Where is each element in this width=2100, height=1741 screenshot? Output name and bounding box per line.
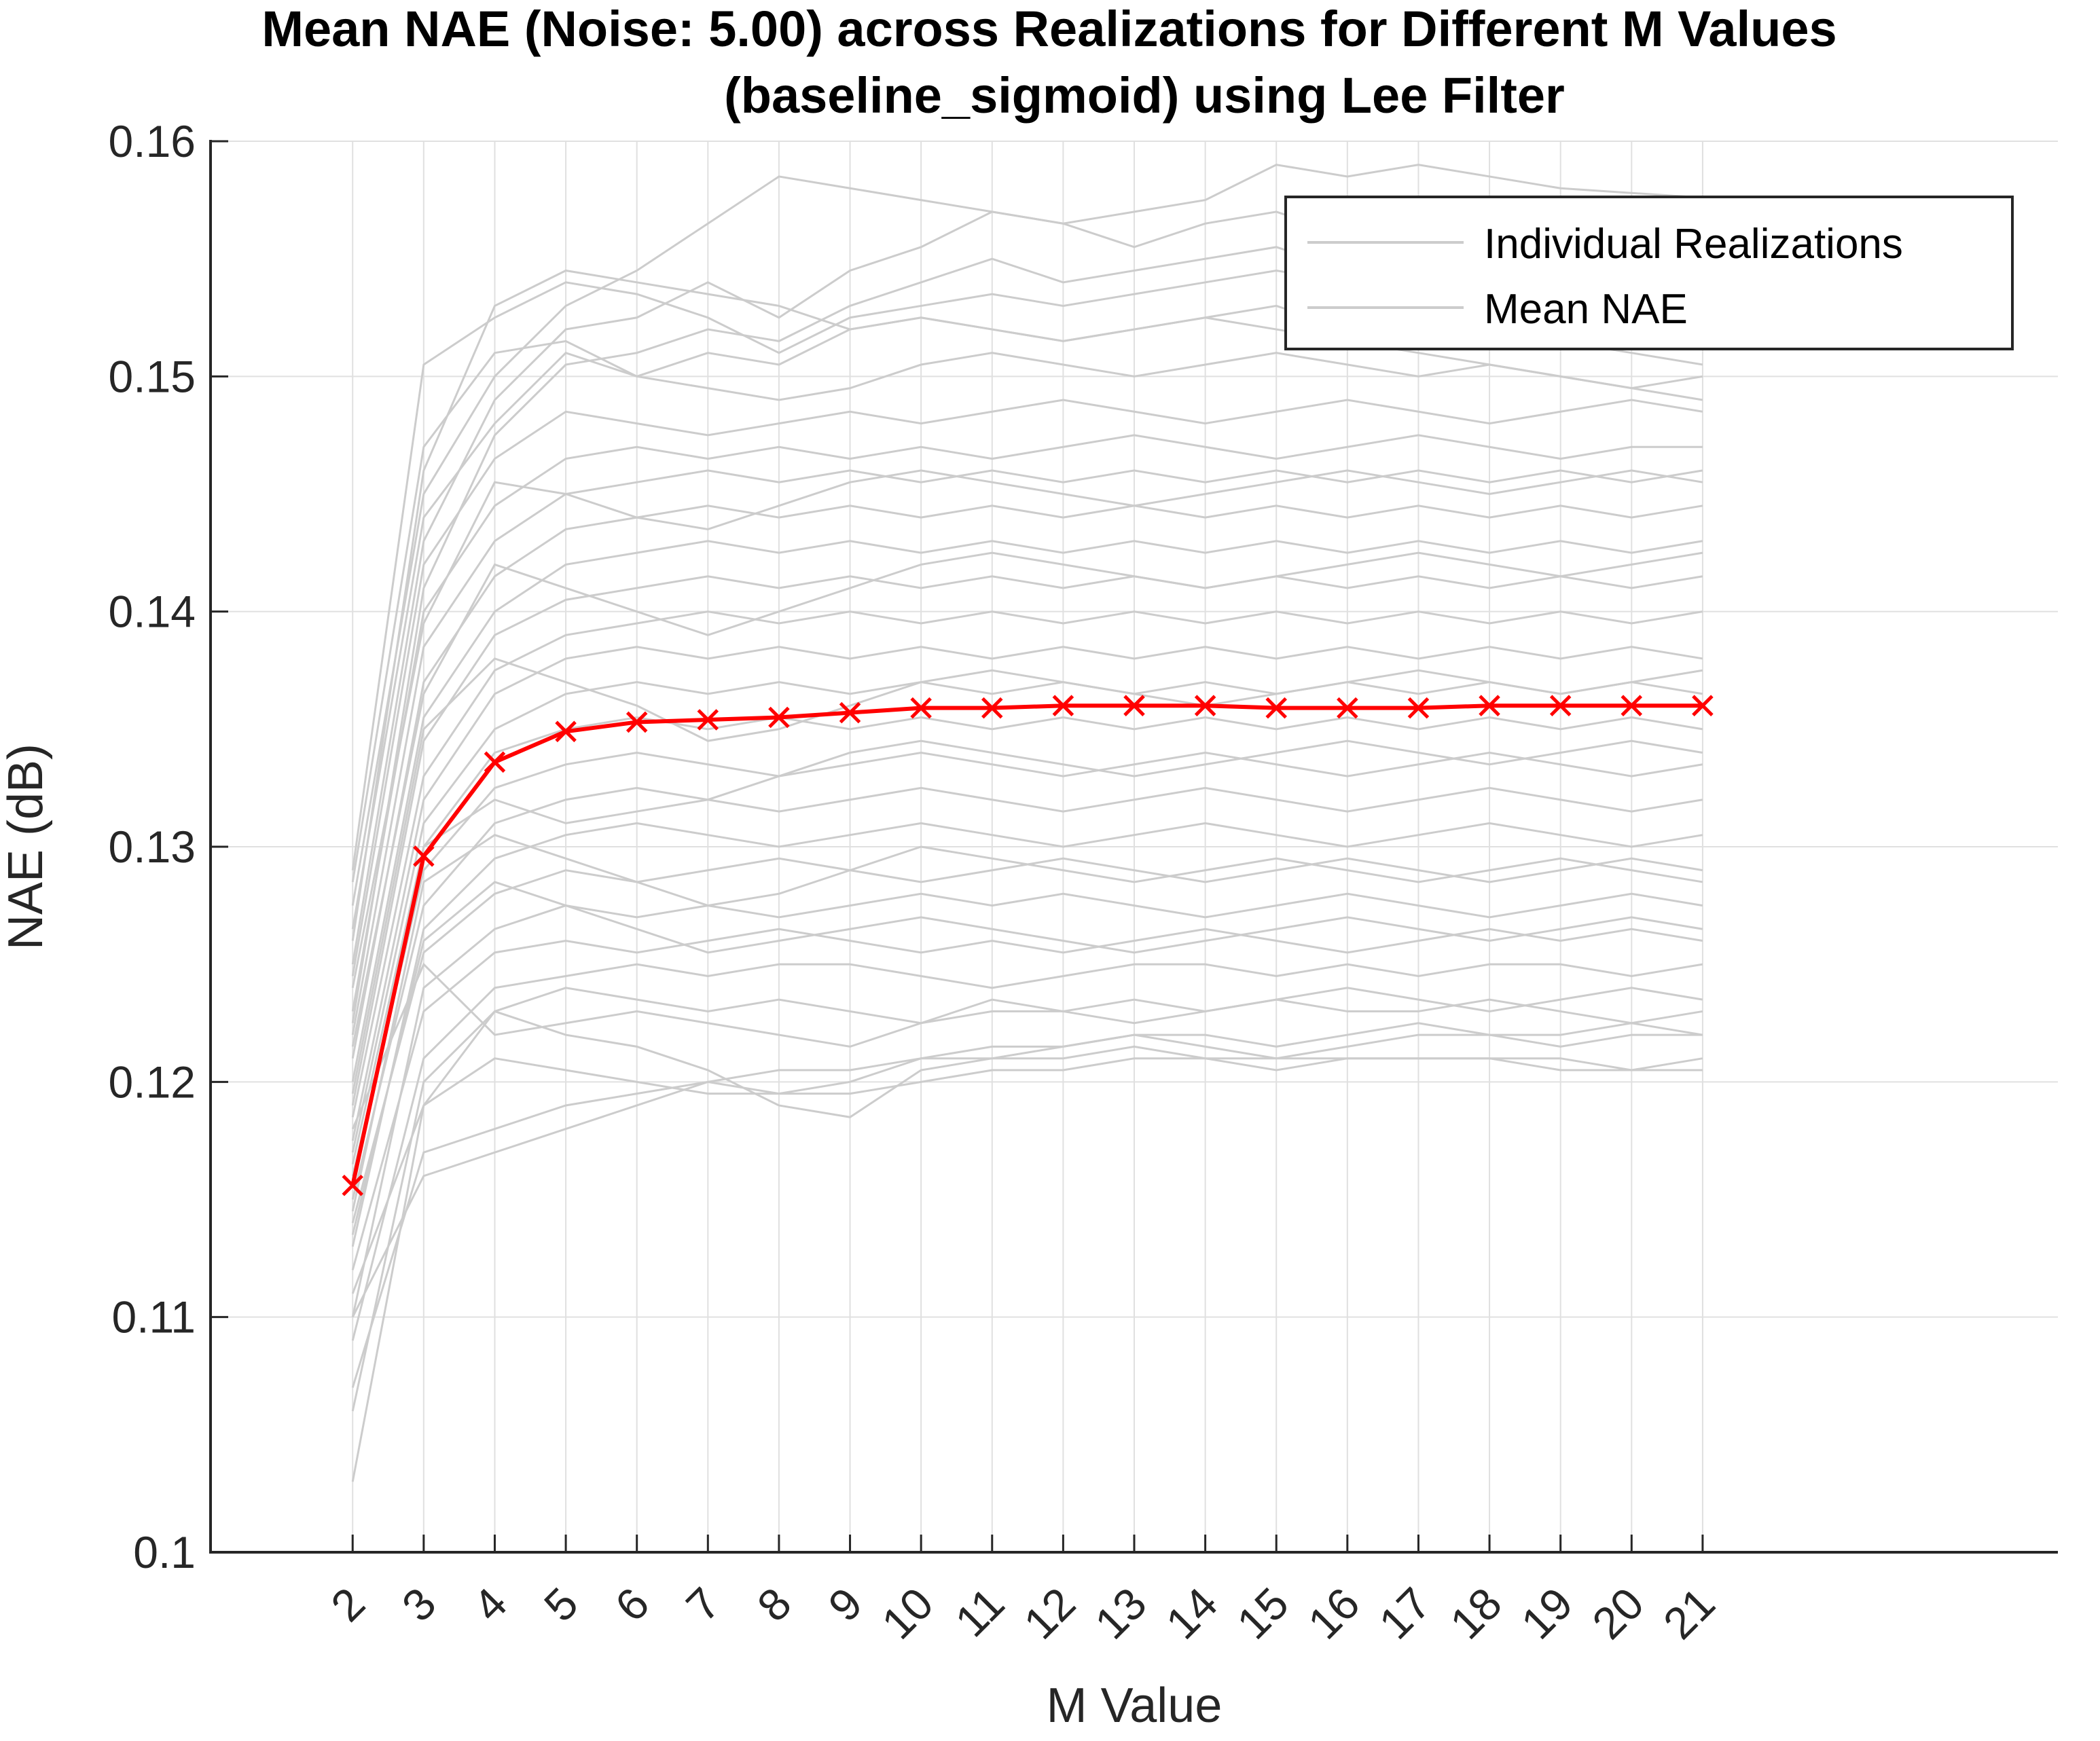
realization-line bbox=[351, 399, 1703, 976]
legend-box bbox=[1284, 196, 2014, 350]
mean-nae-marker bbox=[626, 711, 648, 733]
realization-line bbox=[351, 551, 1703, 1047]
legend: Individual Realizations Mean NAE bbox=[1284, 196, 2014, 350]
mean-nae-marker bbox=[768, 706, 790, 729]
mean-nae-marker bbox=[1337, 697, 1358, 719]
realization-line bbox=[351, 1057, 1703, 1389]
mean-nae-marker bbox=[1621, 695, 1643, 716]
mean-nae-marker bbox=[1692, 695, 1714, 716]
mean-nae-marker bbox=[484, 751, 506, 773]
realization-line bbox=[351, 469, 1703, 989]
realization-line bbox=[351, 987, 1703, 1412]
mean-nae-marker bbox=[1549, 695, 1572, 716]
realization-line bbox=[351, 469, 1703, 1036]
realization-line bbox=[351, 928, 1703, 1270]
realization-line bbox=[351, 575, 1703, 1106]
realization-line bbox=[351, 657, 1703, 1094]
y-tick-label: 0.14 bbox=[109, 587, 196, 637]
y-tick-label: 0.11 bbox=[111, 1292, 196, 1342]
mean-nae-line bbox=[350, 703, 1703, 1186]
mean-nae-series bbox=[342, 695, 1714, 1196]
legend-mean-label: Mean NAE bbox=[1484, 286, 1688, 333]
mean-nae-marker bbox=[1123, 695, 1145, 716]
realization-line bbox=[351, 881, 1703, 1235]
y-tick-labels: 0.1 0.11 0.12 0.13 0.14 0.15 0.16 bbox=[109, 116, 196, 1577]
mean-nae-marker bbox=[697, 709, 719, 731]
mean-nae-marker bbox=[1407, 697, 1430, 719]
y-tick-label: 0.16 bbox=[109, 116, 196, 166]
individual-realizations bbox=[351, 164, 1703, 1482]
realization-line bbox=[351, 434, 1703, 1012]
realization-line bbox=[351, 834, 1703, 1212]
y-tick-label: 0.15 bbox=[109, 351, 196, 401]
realization-line bbox=[351, 610, 1703, 1118]
y-tick-label: 0.1 bbox=[133, 1527, 196, 1577]
mean-nae-marker bbox=[1194, 695, 1216, 716]
realization-line bbox=[351, 892, 1703, 1317]
realization-line bbox=[351, 739, 1703, 1165]
mean-nae-marker bbox=[1265, 697, 1287, 719]
realization-line bbox=[351, 822, 1703, 1247]
mean-nae-marker bbox=[1052, 695, 1074, 716]
mean-nae-marker bbox=[555, 720, 577, 743]
mean-nae-marker bbox=[1479, 695, 1500, 716]
realization-line bbox=[351, 681, 1703, 1153]
realization-line bbox=[351, 540, 1703, 1082]
realization-line bbox=[351, 786, 1703, 1200]
mean-nae-marker bbox=[910, 697, 932, 719]
x-axis-label: M Value bbox=[1047, 1679, 1223, 1733]
realization-line bbox=[351, 963, 1703, 1341]
realization-line bbox=[351, 716, 1703, 1188]
realization-line bbox=[351, 962, 1703, 1130]
y-tick-label: 0.12 bbox=[109, 1057, 196, 1107]
mean-nae-marker bbox=[413, 845, 435, 867]
mean-nae-marker bbox=[342, 1174, 363, 1196]
realization-line bbox=[351, 269, 1703, 941]
mean-nae-marker bbox=[981, 697, 1003, 719]
axes bbox=[209, 140, 2058, 1554]
realization-line bbox=[351, 1010, 1703, 1294]
chart-subtitle: (baseline_sigmoid) using Lee Filter bbox=[724, 67, 1565, 124]
chart-title: Mean NAE (Noise: 5.00) across Realizatio… bbox=[261, 1, 1836, 57]
realization-line bbox=[351, 505, 1703, 1059]
y-tick-label: 0.13 bbox=[109, 822, 196, 872]
y-axis-label: NAE (dB) bbox=[0, 744, 53, 950]
realization-line bbox=[351, 1022, 1703, 1318]
realization-line bbox=[351, 351, 1703, 930]
mean-nae-marker bbox=[839, 701, 861, 724]
realization-line bbox=[351, 751, 1703, 1177]
legend-realizations-label: Individual Realizations bbox=[1484, 221, 1903, 268]
realization-line bbox=[351, 646, 1703, 1141]
